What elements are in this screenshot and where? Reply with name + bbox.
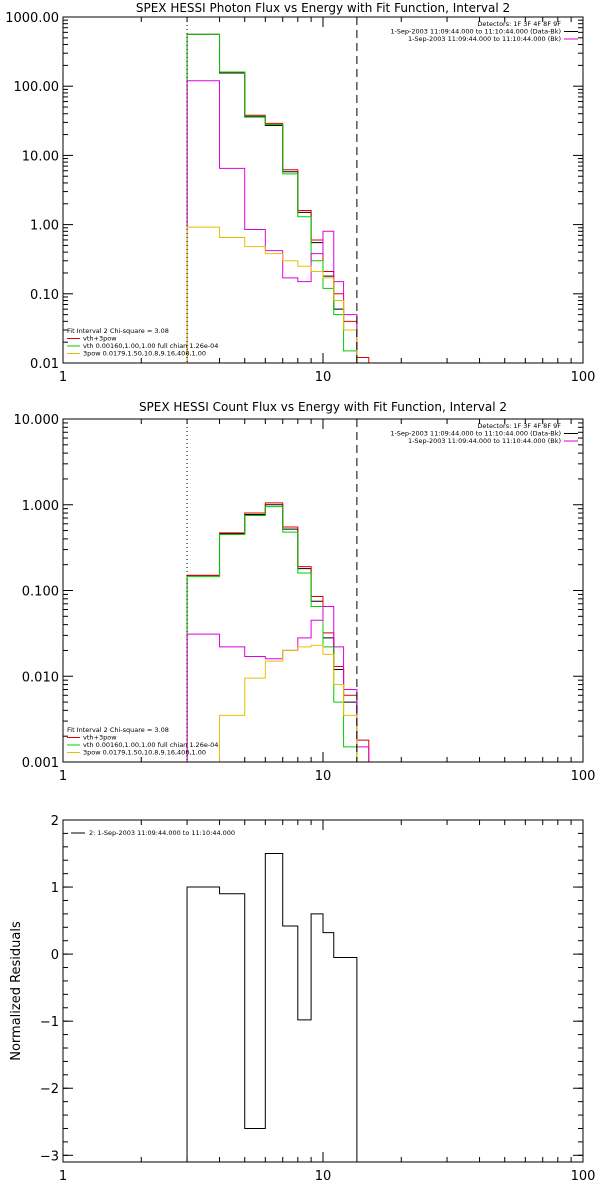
legend-fit-text: vth+3pow — [83, 335, 117, 343]
x-tick-label: 100 — [571, 1169, 596, 1184]
series-line-0 — [186, 33, 358, 363]
y-tick-label: 100.00 — [14, 80, 60, 95]
y-tick-label: 1 — [51, 881, 59, 896]
legend-fit-text: vth 0.00160,1.00,1.00 full chian 1.26e-0… — [83, 741, 218, 749]
y-tick-label: 1.00 — [30, 219, 59, 234]
x-tick-label: 10 — [315, 370, 332, 385]
legend-top-text: 1-Sep-2003 11:09:44.000 to 11:10:44.000 … — [408, 35, 561, 43]
y-tick-label: 0.100 — [22, 585, 59, 600]
y-tick-label: 1000.00 — [5, 11, 59, 26]
y-tick-label: 10.000 — [14, 413, 60, 428]
chart-title: SPEX HESSI Count Flux vs Energy with Fit… — [139, 400, 507, 414]
y-tick-label: 0.010 — [22, 670, 59, 685]
legend-top-text: 2: 1-Sep-2003 11:09:44.000 to 11:10:44.0… — [89, 829, 235, 837]
y-tick-label: −1 — [40, 1015, 59, 1030]
legend-fit-text: vth+3pow — [83, 734, 117, 742]
plot-frame — [62, 819, 584, 1163]
series-line-3 — [186, 606, 370, 762]
legend-top-text: 1-Sep-2003 11:09:44.000 to 11:10:44.000 … — [390, 28, 561, 36]
photon-flux-panel: SPEX HESSI Photon Flux vs Energy with Fi… — [5, 1, 595, 385]
y-tick-label: 2 — [51, 814, 59, 829]
y-axis-label: Normalized Residuals — [9, 921, 24, 1061]
x-tick-label: 100 — [571, 769, 596, 784]
y-tick-label: 0.001 — [22, 756, 59, 771]
chart-title: SPEX HESSI Photon Flux vs Energy with Fi… — [136, 1, 510, 15]
legend-fit-text: Fit Interval 2 Chi-square = 3.08 — [67, 327, 169, 335]
x-tick-label: 1 — [59, 769, 67, 784]
y-tick-label: 10.00 — [22, 149, 59, 164]
legend-fit-text: 3pow 0.0179,1.50,10.8,9.16,400,1.00 — [83, 749, 206, 757]
legend-top-text: 1-Sep-2003 11:09:44.000 to 11:10:44.000 … — [408, 437, 561, 445]
plot-frame — [62, 16, 584, 364]
legend-top-text: 1-Sep-2003 11:09:44.000 to 11:10:44.000 … — [390, 430, 561, 438]
y-tick-label: 0 — [51, 948, 59, 963]
x-tick-label: 1 — [59, 370, 67, 385]
series-line-1 — [186, 33, 370, 363]
y-tick-label: 1.000 — [22, 499, 59, 514]
series-line-4 — [219, 644, 370, 762]
count-flux-panel: SPEX HESSI Count Flux vs Energy with Fit… — [14, 400, 596, 784]
x-tick-label: 10 — [315, 769, 332, 784]
x-tick-label: 100 — [571, 370, 596, 385]
residuals-panel: Normalized Residuals 1 10 100 −3 −2 −1 0 1 2 2: 1-… — [9, 814, 595, 1184]
series-line-1 — [186, 502, 370, 762]
x-tick-label: 10 — [315, 1169, 332, 1184]
legend-fit-text: vth 0.00160,1.00,1.00 full chian 1.26e-0… — [83, 342, 218, 350]
legend-top-text: Detectors: 1F 3F 4F 8F 9F — [477, 20, 561, 28]
series-line-3 — [186, 80, 358, 363]
plot-frame — [62, 418, 584, 763]
legend-fit-text: 3pow 0.0179,1.50,10.8,9.16,400,1.00 — [83, 350, 206, 358]
series-line-2 — [186, 33, 358, 363]
series-line-4 — [186, 226, 370, 363]
y-tick-label: −2 — [40, 1082, 59, 1097]
legend-top-text: Detectors: 1F 3F 4F 8F 9F — [477, 422, 561, 430]
x-tick-label: 1 — [59, 1169, 67, 1184]
legend-fit-text: Fit Interval 2 Chi-square = 3.08 — [67, 726, 169, 734]
y-tick-label: 0.01 — [30, 357, 59, 372]
y-tick-label: 0.10 — [30, 288, 59, 303]
y-tick-label: −3 — [40, 1149, 59, 1164]
series-line-0 — [186, 853, 358, 1162]
series-line-2 — [186, 506, 358, 762]
